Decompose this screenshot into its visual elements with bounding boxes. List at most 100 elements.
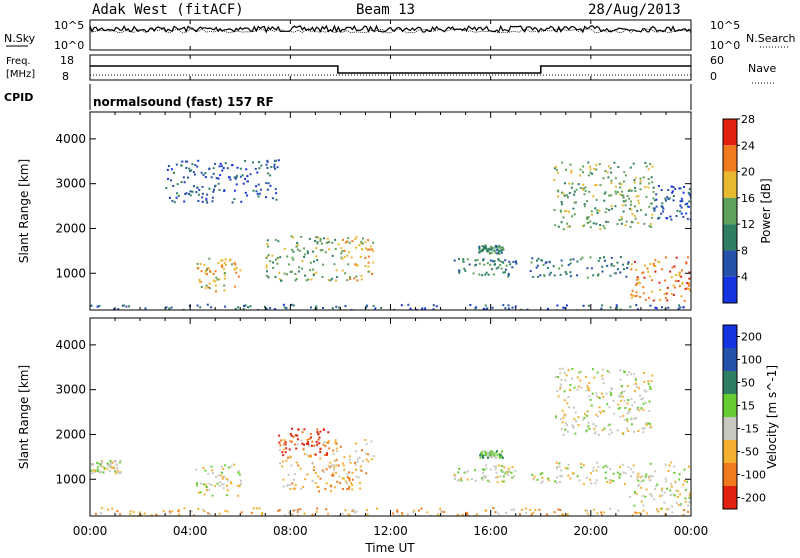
echo-pixel xyxy=(647,380,650,383)
echo-pixel xyxy=(594,425,597,428)
echo-pixel xyxy=(637,387,640,390)
colorbar-segment xyxy=(723,463,737,486)
echo-pixel xyxy=(327,431,330,434)
echo-pixel xyxy=(530,261,533,264)
echo-pixel xyxy=(610,194,613,197)
echo-pixel xyxy=(218,165,221,168)
echo-pixel xyxy=(319,447,322,450)
echo-pixel xyxy=(401,512,404,515)
echo-pixel xyxy=(317,475,320,478)
echo-pixel xyxy=(632,471,635,474)
echo-pixel xyxy=(619,193,622,196)
echo-pixel xyxy=(481,478,484,481)
echo-pixel xyxy=(493,249,496,252)
echo-pixel xyxy=(107,508,109,511)
echo-pixel xyxy=(667,189,670,191)
echo-pixel xyxy=(637,222,640,225)
echo-pixel xyxy=(525,507,528,510)
colorbar-segment xyxy=(723,325,737,348)
echo-pixel xyxy=(503,466,506,469)
echo-pixel xyxy=(560,469,563,472)
echo-pixel xyxy=(686,480,689,483)
echo-pixel xyxy=(453,259,456,262)
echo-pixel xyxy=(286,484,289,487)
echo-pixel xyxy=(546,513,549,516)
echo-pixel xyxy=(499,264,502,266)
echo-pixel xyxy=(592,195,595,198)
echo-pixel xyxy=(610,171,613,174)
echo-pixel xyxy=(592,274,595,277)
echo-pixel xyxy=(640,398,643,401)
echo-pixel xyxy=(557,376,560,378)
echo-pixel xyxy=(202,173,205,176)
echo-pixel xyxy=(628,188,631,191)
echo-pixel xyxy=(486,454,489,457)
echo-pixel xyxy=(325,508,328,511)
echo-pixel xyxy=(612,400,615,402)
echo-pixel xyxy=(663,501,666,504)
echo-pixel xyxy=(644,213,647,216)
echo-pixel xyxy=(654,270,657,273)
echo-pixel xyxy=(343,256,346,258)
echo-pixel xyxy=(634,382,637,385)
echo-pixel xyxy=(670,461,673,464)
echo-pixel xyxy=(200,270,203,273)
echo-pixel xyxy=(354,238,357,240)
echo-pixel xyxy=(608,371,611,374)
echo-pixel xyxy=(341,477,344,480)
echo-pixel xyxy=(481,274,484,277)
echo-pixel xyxy=(330,464,333,467)
echo-pixel xyxy=(280,279,283,282)
echo-pixel xyxy=(321,263,324,266)
echo-pixel xyxy=(666,299,669,302)
echo-pixel xyxy=(176,192,178,195)
echo-pixel xyxy=(420,507,423,510)
colorbar-segment xyxy=(723,119,737,146)
echo-pixel xyxy=(99,464,102,466)
echo-pixel xyxy=(499,260,502,263)
echo-pixel xyxy=(670,485,673,488)
echo-pixel xyxy=(494,246,497,249)
colorbar-tick-label: 28 xyxy=(741,113,755,126)
echo-pixel xyxy=(495,267,498,270)
echo-pixel xyxy=(616,471,619,474)
echo-pixel xyxy=(504,307,507,310)
echo-pixel xyxy=(561,421,564,424)
echo-pixel xyxy=(321,469,324,472)
echo-pixel xyxy=(602,225,605,227)
echo-pixel xyxy=(181,160,184,163)
echo-pixel xyxy=(360,242,363,245)
colorbar-tick-label: -200 xyxy=(741,492,766,505)
echo-pixel xyxy=(190,510,193,513)
echo-pixel xyxy=(478,249,481,252)
echo-pixel xyxy=(686,202,689,205)
echo-pixel xyxy=(655,205,658,208)
echo-pixel xyxy=(211,200,214,203)
echo-pixel xyxy=(367,248,369,251)
echo-pixel xyxy=(283,272,286,275)
echo-pixel xyxy=(326,237,329,240)
echo-pixel xyxy=(277,509,280,512)
echo-pixel xyxy=(599,184,602,187)
echo-pixel xyxy=(680,197,683,200)
echo-pixel xyxy=(267,182,270,185)
echo-pixel xyxy=(607,424,610,427)
echo-pixel xyxy=(635,294,638,297)
echo-pixel xyxy=(170,179,172,182)
echo-pixel xyxy=(277,159,280,162)
echo-pixel xyxy=(294,443,296,446)
echo-pixel xyxy=(367,270,370,273)
echo-pixel xyxy=(185,166,188,169)
echo-pixel xyxy=(682,191,685,194)
echo-pixel xyxy=(684,497,687,500)
echo-pixel xyxy=(665,508,668,511)
echo-pixel xyxy=(244,304,247,307)
echo-pixel xyxy=(577,183,580,186)
echo-pixel xyxy=(595,198,598,201)
echo-pixel xyxy=(511,466,514,468)
echo-pixel xyxy=(688,497,691,499)
echo-pixel xyxy=(318,436,321,439)
echo-pixel xyxy=(565,304,568,307)
echo-pixel xyxy=(112,466,115,469)
echo-pixel xyxy=(358,244,361,246)
